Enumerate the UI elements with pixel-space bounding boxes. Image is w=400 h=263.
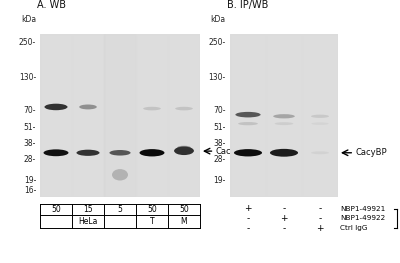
- Text: CacyBP: CacyBP: [356, 148, 388, 157]
- Ellipse shape: [275, 122, 293, 125]
- Text: 70-: 70-: [24, 106, 36, 115]
- Bar: [302, 34, 338, 197]
- Text: +: +: [280, 214, 288, 223]
- Ellipse shape: [234, 149, 262, 156]
- Bar: [168, 34, 200, 197]
- Text: kDa: kDa: [210, 16, 226, 24]
- Ellipse shape: [175, 107, 193, 110]
- Ellipse shape: [235, 112, 261, 117]
- Text: 250-: 250-: [19, 38, 36, 47]
- Text: B. IP/WB: B. IP/WB: [227, 0, 268, 10]
- Ellipse shape: [76, 150, 100, 156]
- Text: +: +: [316, 224, 324, 233]
- Text: -: -: [246, 224, 250, 233]
- Ellipse shape: [112, 169, 128, 180]
- Text: 250-: 250-: [208, 38, 226, 47]
- Text: CacyBP: CacyBP: [216, 146, 248, 156]
- Text: 19-: 19-: [24, 176, 36, 185]
- Ellipse shape: [79, 104, 97, 109]
- Ellipse shape: [311, 115, 329, 118]
- Text: A. WB: A. WB: [38, 0, 66, 10]
- Text: 70-: 70-: [213, 106, 226, 115]
- Text: -: -: [246, 214, 250, 223]
- Text: 28-: 28-: [24, 155, 36, 164]
- Bar: [230, 34, 266, 197]
- Text: NBP1-49921: NBP1-49921: [340, 206, 385, 212]
- Text: 130-: 130-: [19, 73, 36, 82]
- Ellipse shape: [311, 151, 329, 154]
- Text: -: -: [318, 204, 322, 213]
- Bar: [40, 34, 72, 197]
- Ellipse shape: [177, 146, 191, 149]
- Bar: [104, 34, 136, 197]
- Text: 50: 50: [51, 205, 61, 214]
- Ellipse shape: [270, 149, 298, 157]
- Text: 130-: 130-: [208, 73, 226, 82]
- Text: T: T: [150, 217, 154, 226]
- Text: 38-: 38-: [213, 139, 226, 148]
- Ellipse shape: [273, 114, 295, 118]
- Text: NBP1-49922: NBP1-49922: [340, 215, 385, 221]
- Text: 5: 5: [118, 205, 122, 214]
- Bar: [266, 34, 302, 197]
- Ellipse shape: [311, 122, 329, 125]
- Text: 16-: 16-: [24, 186, 36, 195]
- Text: 38-: 38-: [24, 139, 36, 148]
- Text: kDa: kDa: [21, 16, 36, 24]
- Ellipse shape: [44, 149, 68, 156]
- Text: Ctrl IgG: Ctrl IgG: [340, 225, 367, 231]
- Ellipse shape: [110, 150, 130, 155]
- Text: -: -: [318, 214, 322, 223]
- Ellipse shape: [238, 122, 258, 125]
- Ellipse shape: [140, 149, 164, 156]
- Text: 51-: 51-: [213, 123, 226, 132]
- Text: -: -: [282, 204, 286, 213]
- Ellipse shape: [174, 146, 194, 155]
- Text: 50: 50: [179, 205, 189, 214]
- Text: M: M: [181, 217, 187, 226]
- Text: 19-: 19-: [213, 176, 226, 185]
- Text: 15: 15: [83, 205, 93, 214]
- Bar: [136, 34, 168, 197]
- Text: 50: 50: [147, 205, 157, 214]
- Ellipse shape: [44, 104, 68, 110]
- Bar: [72, 34, 104, 197]
- Text: 51-: 51-: [24, 123, 36, 132]
- Text: -: -: [282, 224, 286, 233]
- Text: +: +: [244, 204, 252, 213]
- Text: HeLa: HeLa: [78, 217, 98, 226]
- Ellipse shape: [143, 107, 161, 110]
- Text: 28-: 28-: [214, 155, 226, 164]
